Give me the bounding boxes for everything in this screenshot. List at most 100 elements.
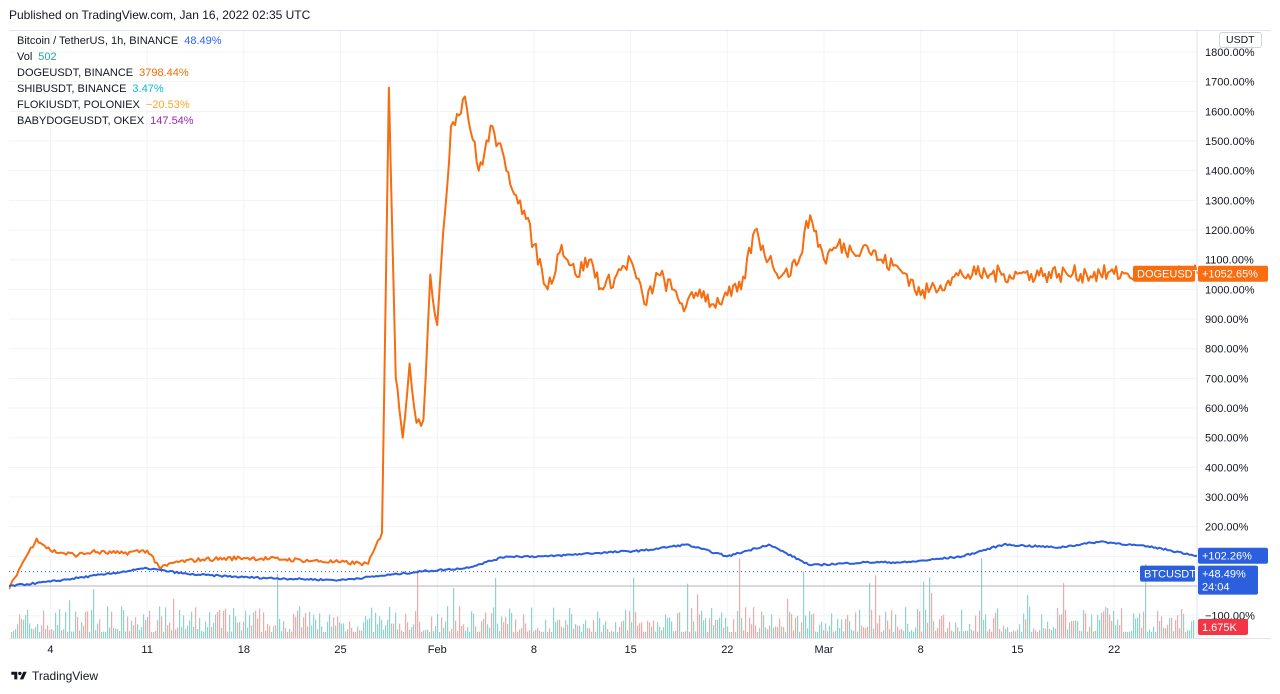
volume-bar [613,631,615,638]
volume-bar [717,619,719,638]
volume-bar [445,621,447,638]
volume-bar [1127,631,1129,638]
volume-bar [129,631,131,638]
volume-bar [203,631,205,638]
published-caption: Published on TradingView.com, Jan 16, 20… [9,8,311,22]
volume-bar [273,626,275,638]
volume-bar [833,631,835,638]
volume-bar [459,606,461,638]
volume-bar [587,628,589,638]
volume-bar [583,623,585,638]
volume-bar [509,608,511,638]
volume-bar [151,631,153,638]
volume-bar [443,627,445,638]
volume-bar [971,629,973,638]
legend-babydoge[interactable]: BABYDOGEUSDT, OKEX 147.54% [17,113,222,129]
volume-bar [235,616,237,638]
volume-bar [133,625,135,638]
volume-bar [637,625,639,638]
volume-bar [801,622,803,638]
x-tick-label: 15 [625,644,637,656]
volume-value-label-bg [1198,619,1248,635]
chart-frame[interactable]: 1800.00% 1700.00% 1600.00% 1500.00% 1400.00%… [9,30,1271,656]
volume-bar [905,607,907,638]
legend-btc-value: 48.49% [184,35,222,47]
footer[interactable]: TradingView [10,669,98,683]
volume-bar [743,630,745,638]
legend-btc[interactable]: Bitcoin / TetherUS, 1h, BINANCE 48.49% [17,33,222,49]
legend-shib[interactable]: SHIBUSDT, BINANCE 3.47% [17,81,222,97]
volume-bar [175,629,177,638]
volume-bar [991,631,993,638]
volume-bar [213,622,215,638]
volume-bar [343,623,345,638]
volume-bar [837,619,839,638]
scale-currency-button[interactable]: USDT [1219,32,1262,48]
volume-bar [889,628,891,638]
volume-bar [453,587,455,638]
volume-bar [975,615,977,638]
volume-bar [1059,614,1061,638]
volume-bar [1125,631,1127,638]
volume-bar [741,617,743,638]
volume-bar [27,609,29,638]
volume-bar [31,628,33,638]
volume-bar [521,627,523,638]
price-chart[interactable]: 1800.00% 1700.00% 1600.00% 1500.00% 1400.00%… [9,31,1271,660]
x-tick-label: 8 [918,644,924,656]
volume-bar [455,620,457,638]
volume-bar [97,623,99,638]
volume-bar [1033,628,1035,638]
volume-bar [59,609,61,638]
volume-bar [559,619,561,638]
volume-bar [39,631,41,638]
volume-bar [99,619,101,638]
volume-bar [1111,620,1113,638]
volume-bar [569,608,571,638]
volume-bar [819,624,821,638]
legend-vol[interactable]: Vol 502 [17,49,222,65]
x-tick-label: 25 [334,644,346,656]
volume-bar [1139,613,1141,638]
volume-bar [127,616,129,638]
volume-bar [231,631,233,638]
volume-bar [379,616,381,638]
volume-bar [163,631,165,638]
legend-floki[interactable]: FLOKIUSDT, POLONIEX −20.53% [17,97,222,113]
volume-bar [1013,630,1015,638]
series-line-dogeusdt [9,86,1198,590]
btc-line-price-label: +102.26% [1202,551,1252,563]
volume-bar [407,622,409,638]
volume-bar [1031,631,1033,638]
volume-bar [733,619,735,638]
volume-bar [955,622,957,638]
volume-bar [529,630,531,638]
volume-bar [457,631,459,638]
legend-babydoge-name: BABYDOGEUSDT, OKEX [17,115,145,127]
volume-bar [519,629,521,638]
volume-bar [1025,619,1027,638]
volume-bar [657,622,659,638]
volume-bar [159,606,161,638]
volume-bar [221,627,223,638]
volume-bar [577,625,579,638]
x-tick-label: Mar [815,644,834,656]
volume-bar [239,622,241,638]
volume-bar [603,624,605,638]
volume-bar [799,631,801,638]
volume-bar [1093,631,1095,638]
volume-bar [495,577,497,638]
volume-bar [567,624,569,638]
y-tick-label: 400.00% [1205,462,1249,474]
volume-bar [1075,620,1077,638]
volume-bar [725,617,727,638]
volume-bar [35,627,37,638]
volume-bar [319,613,321,638]
volume-bar [943,614,945,638]
legend-doge[interactable]: DOGEUSDT, BINANCE 3798.44% [17,65,222,81]
volume-bar [1007,627,1009,638]
volume-bar [1141,627,1143,638]
x-tick-label: 8 [531,644,537,656]
volume-bar [775,626,777,638]
volume-bar [399,623,401,638]
